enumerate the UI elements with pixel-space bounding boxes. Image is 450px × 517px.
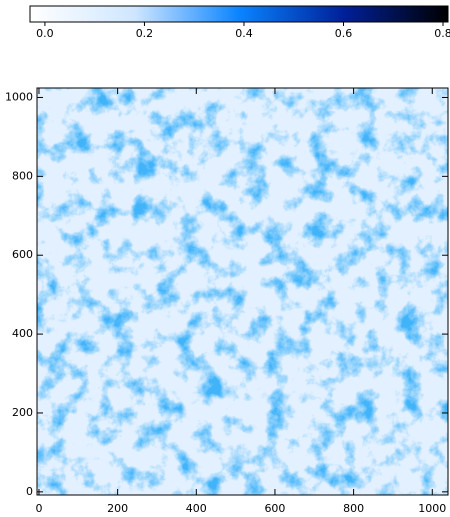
colorbar-tick-label: 0.6 <box>335 27 353 40</box>
x-tick-label: 800 <box>343 502 364 515</box>
y-tick-label: 600 <box>12 248 33 261</box>
y-tick-label: 800 <box>12 169 33 182</box>
x-tick-label: 400 <box>186 502 207 515</box>
colorbar <box>29 5 449 23</box>
colorbar-tick-label: 0.8 <box>434 27 450 40</box>
colorbar-tick-label: 0.2 <box>136 27 154 40</box>
x-tick-label: 600 <box>264 502 285 515</box>
y-tick-label: 1000 <box>5 90 33 103</box>
plot-frame <box>36 87 449 496</box>
y-tick-label: 200 <box>12 406 33 419</box>
y-tick-label: 0 <box>26 485 33 498</box>
colorbar-tick-label: 0.0 <box>36 27 54 40</box>
y-tick-label: 400 <box>12 327 33 340</box>
x-tick-label: 0 <box>35 502 42 515</box>
colorbar-tick-label: 0.4 <box>235 27 253 40</box>
density-field <box>37 88 448 495</box>
x-tick-label: 1000 <box>418 502 446 515</box>
x-tick-label: 200 <box>107 502 128 515</box>
